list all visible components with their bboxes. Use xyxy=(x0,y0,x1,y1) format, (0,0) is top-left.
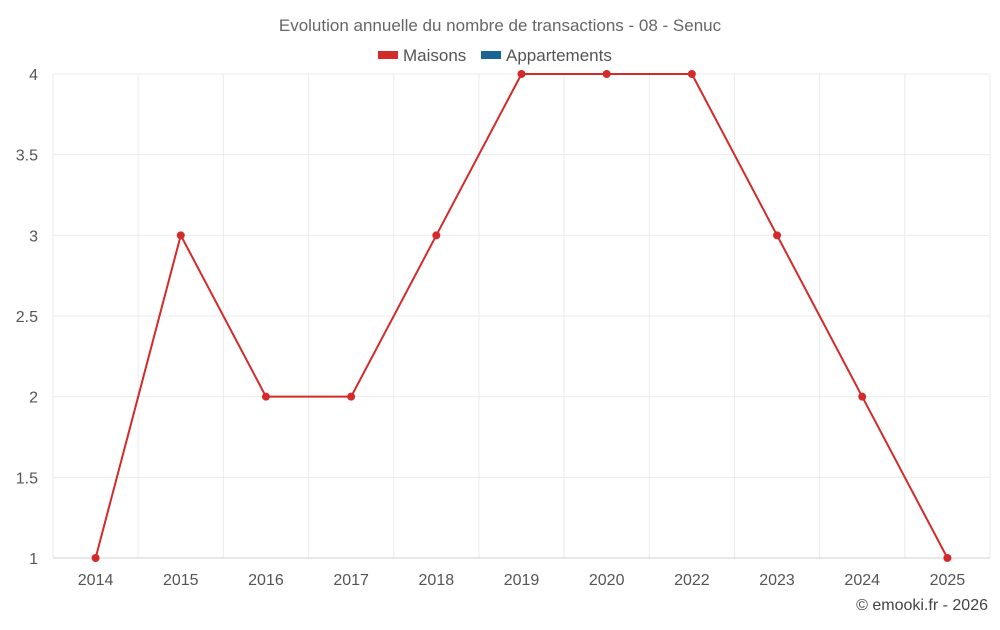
x-tick-label: 2017 xyxy=(333,572,369,589)
data-point[interactable] xyxy=(687,70,696,78)
y-tick-label: 2 xyxy=(29,390,38,407)
data-point[interactable] xyxy=(517,70,526,78)
x-tick-label: 2025 xyxy=(930,572,966,589)
credit-text: © emooki.fr - 2026 xyxy=(856,597,988,614)
x-tick-label: 2019 xyxy=(504,572,540,589)
x-tick-label: 2014 xyxy=(78,572,114,589)
y-tick-label: 1 xyxy=(29,551,38,568)
legend: Maisons Appartements xyxy=(378,46,612,65)
data-point[interactable] xyxy=(91,554,100,562)
x-tick-label: 2024 xyxy=(844,572,880,589)
y-tick-label: 3 xyxy=(29,228,38,245)
y-axis-ticks: 1 1.5 2 2.5 3 3.5 4 xyxy=(16,67,38,568)
data-point[interactable] xyxy=(176,231,185,240)
y-tick-label: 3.5 xyxy=(16,148,38,165)
x-tick-label: 2016 xyxy=(248,572,284,589)
x-tick-label: 2020 xyxy=(589,572,625,589)
data-point[interactable] xyxy=(602,70,611,78)
legend-swatch-appartements xyxy=(481,51,501,59)
data-point[interactable] xyxy=(858,392,867,401)
legend-swatch-maisons xyxy=(378,51,398,59)
y-tick-label: 2.5 xyxy=(16,309,38,326)
series-group xyxy=(91,70,952,562)
x-tick-label: 2023 xyxy=(759,572,795,589)
legend-label-maisons: Maisons xyxy=(403,46,466,65)
y-tick-label: 4 xyxy=(29,67,38,84)
legend-item-maisons[interactable]: Maisons xyxy=(378,46,466,65)
x-tick-label: 2018 xyxy=(419,572,455,589)
y-tick-label: 1.5 xyxy=(16,470,38,487)
x-tick-label: 2015 xyxy=(163,572,199,589)
data-point[interactable] xyxy=(261,392,270,401)
x-axis-ticks: 2014 2015 2016 2017 2018 2019 2020 2022 2023 2024… xyxy=(78,572,966,589)
data-point[interactable] xyxy=(943,554,952,562)
data-point[interactable] xyxy=(347,392,356,401)
legend-label-appartements: Appartements xyxy=(506,46,612,65)
legend-item-appartements[interactable]: Appartements xyxy=(481,46,612,65)
y-gridlines xyxy=(53,73,990,559)
chart-title: Evolution annuelle du nombre de transact… xyxy=(279,16,722,35)
data-point[interactable] xyxy=(773,231,782,240)
x-tick-label: 2022 xyxy=(674,572,710,589)
data-point[interactable] xyxy=(432,231,441,240)
